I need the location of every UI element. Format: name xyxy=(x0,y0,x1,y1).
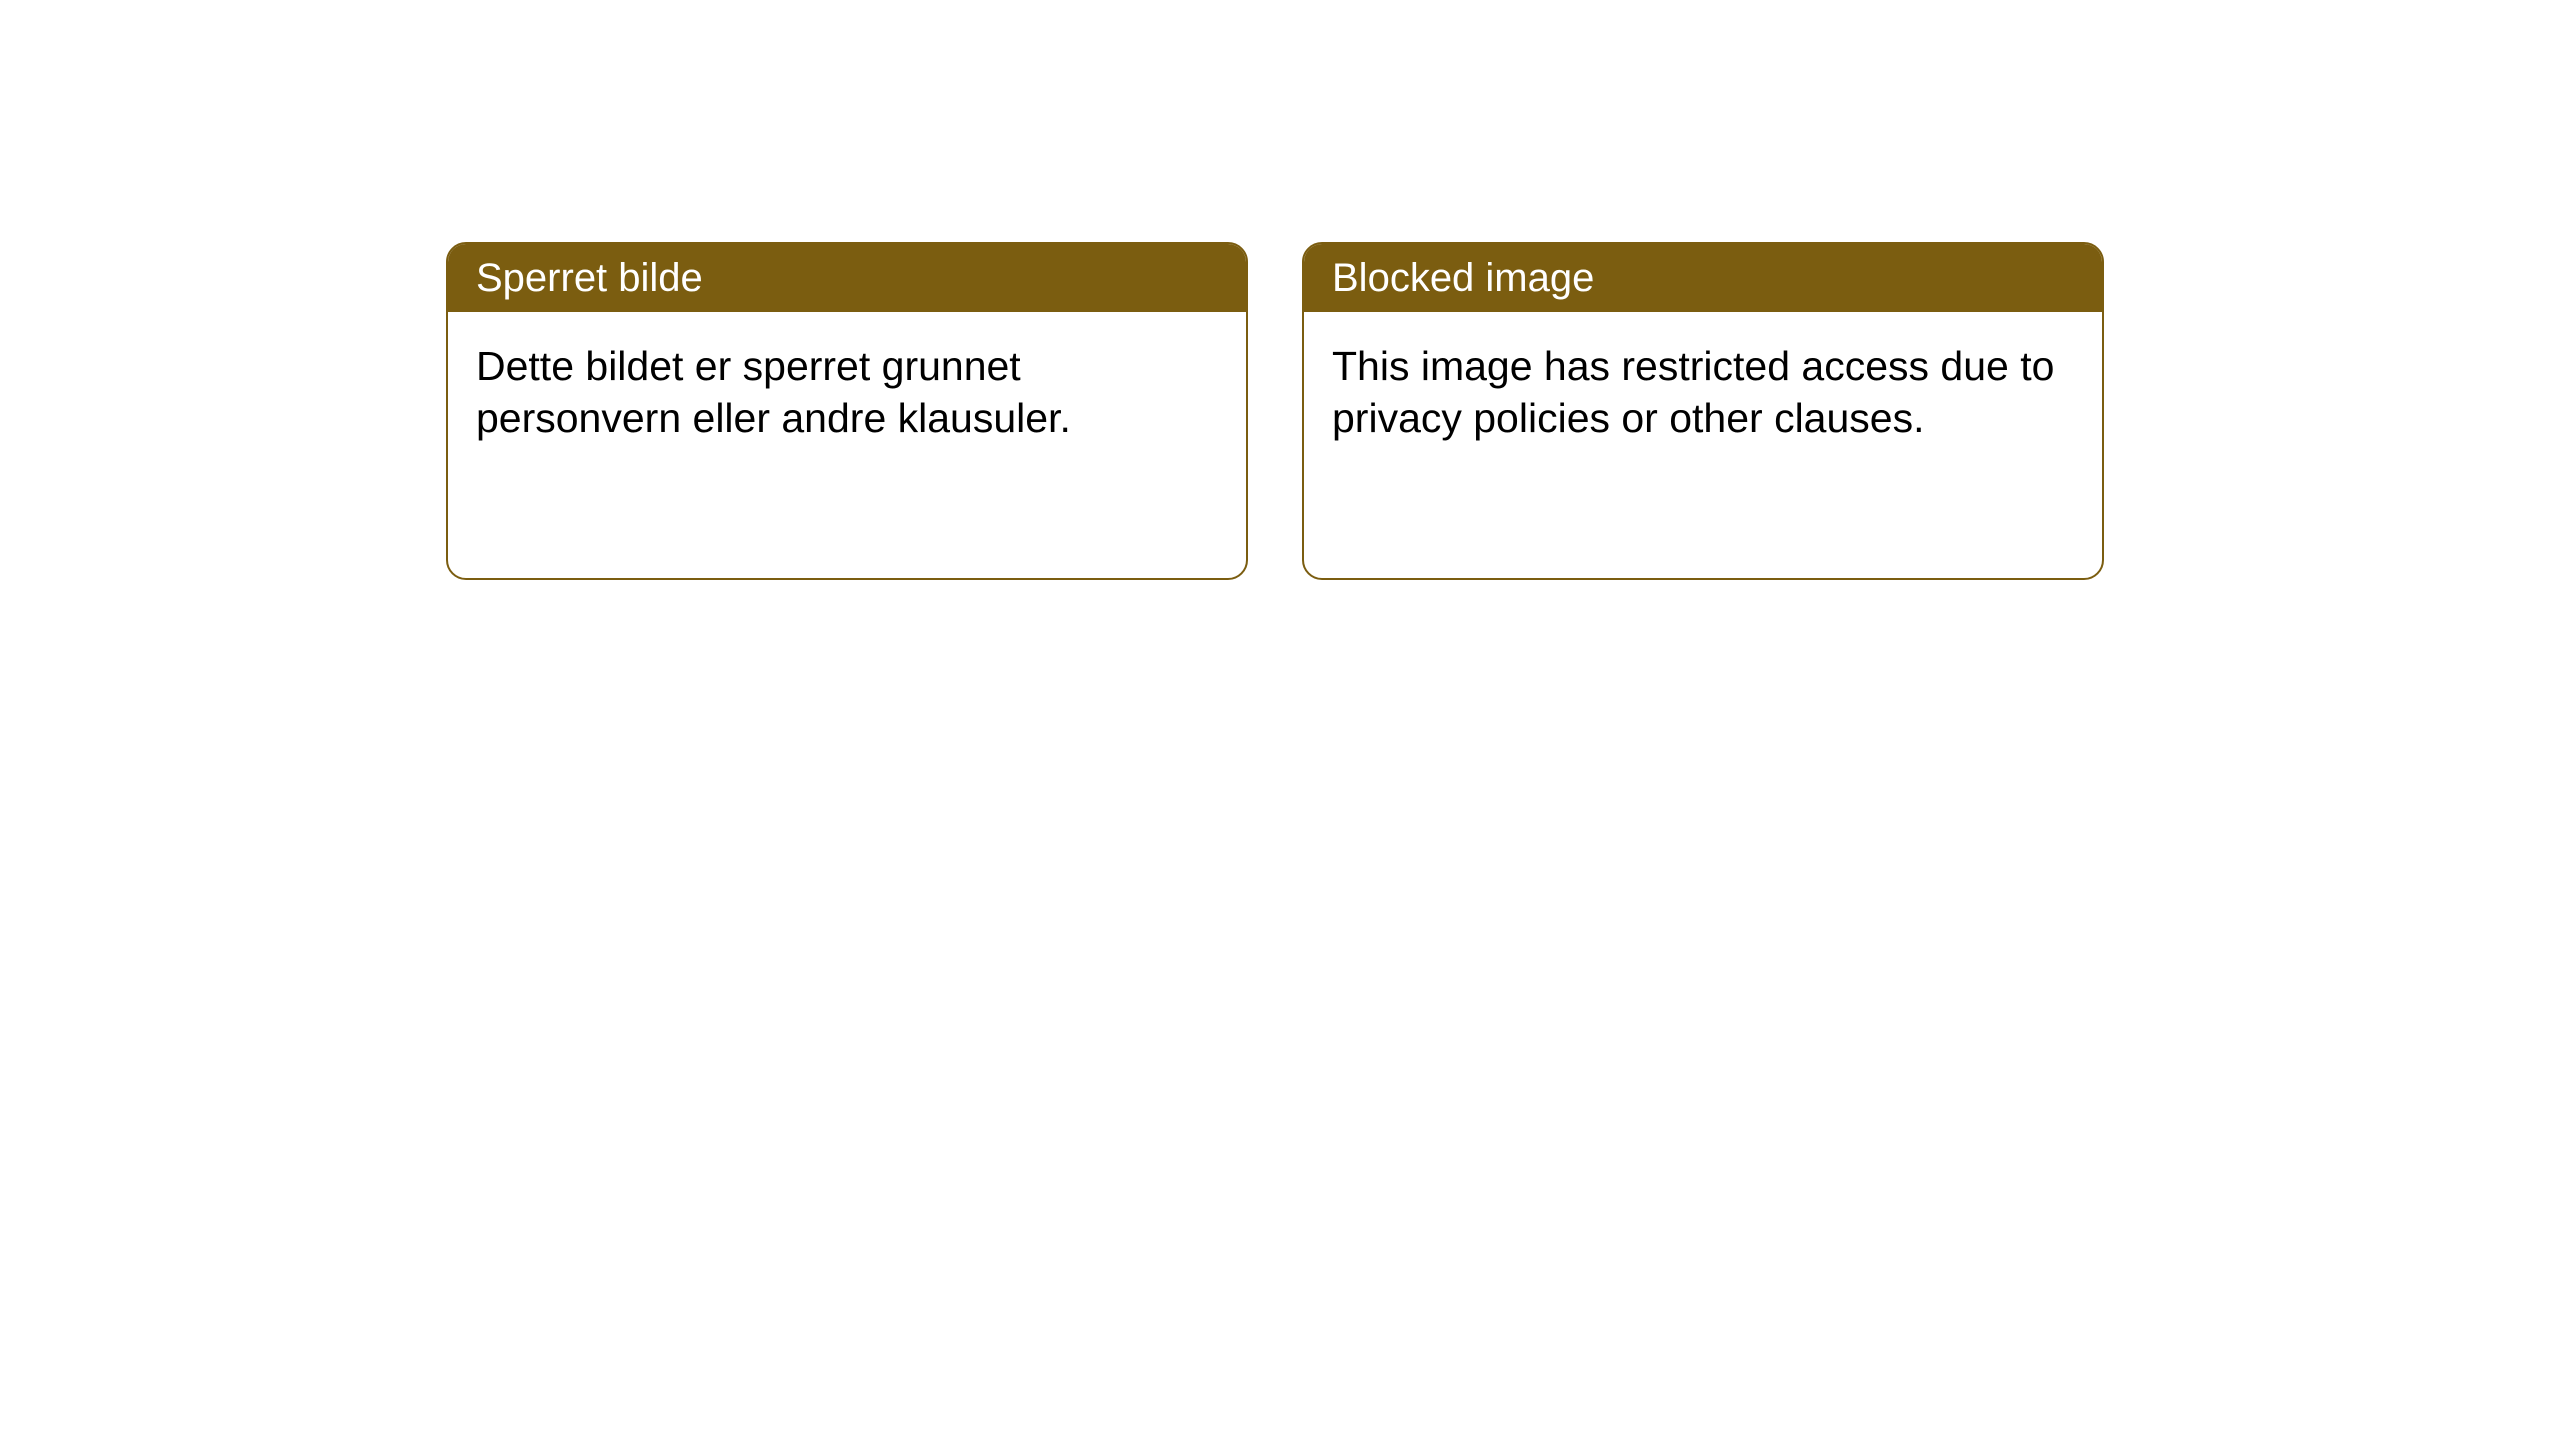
card-header-no: Sperret bilde xyxy=(448,244,1246,312)
card-title-en: Blocked image xyxy=(1332,256,1594,300)
blocked-image-card-en: Blocked image This image has restricted … xyxy=(1302,242,2104,580)
cards-container: Sperret bilde Dette bildet er sperret gr… xyxy=(446,242,2104,580)
card-message-en: This image has restricted access due to … xyxy=(1332,343,2054,441)
card-body-no: Dette bildet er sperret grunnet personve… xyxy=(448,312,1246,473)
card-title-no: Sperret bilde xyxy=(476,256,703,300)
card-message-no: Dette bildet er sperret grunnet personve… xyxy=(476,343,1071,441)
card-header-en: Blocked image xyxy=(1304,244,2102,312)
card-body-en: This image has restricted access due to … xyxy=(1304,312,2102,473)
blocked-image-card-no: Sperret bilde Dette bildet er sperret gr… xyxy=(446,242,1248,580)
